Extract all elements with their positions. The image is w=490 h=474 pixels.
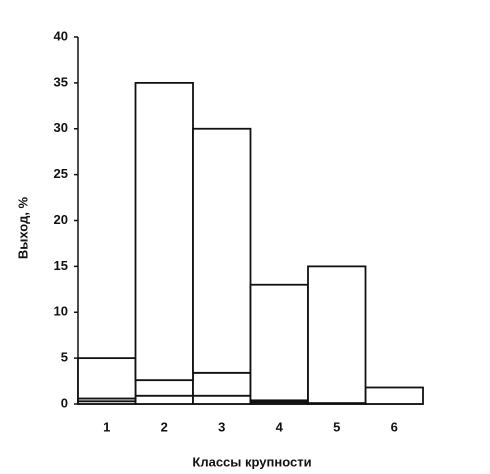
x-axis-label: Классы крупности: [192, 454, 311, 469]
x-tick-label: 5: [333, 419, 340, 434]
y-tick-label: 40: [54, 28, 68, 43]
bar-segment: [192, 371, 252, 397]
y-tick-label: 0: [61, 395, 68, 410]
x-tick-label: 6: [391, 419, 398, 434]
x-tick-label: 1: [103, 419, 110, 434]
bar-segment: [77, 357, 137, 400]
y-tick-label: 5: [61, 350, 68, 365]
y-tick-label: 10: [54, 304, 68, 319]
bar-segment: [134, 81, 194, 382]
y-tick-label: 30: [54, 120, 68, 135]
bar-segment: [364, 386, 424, 405]
y-axis-label: Выход, %: [15, 196, 30, 259]
bar-segment: [134, 379, 194, 397]
y-tick-label: 20: [54, 212, 68, 227]
bar-segment: [307, 265, 367, 404]
x-tick-label: 4: [276, 419, 284, 434]
y-tick-label: 15: [54, 258, 68, 273]
bar-segment: [192, 127, 252, 374]
x-tick-label: 2: [161, 419, 168, 434]
y-tick-label: 35: [54, 74, 68, 89]
y-tick-label: 25: [54, 166, 68, 181]
bar-segment: [134, 394, 194, 405]
bar-segment: [192, 394, 252, 405]
x-tick-label: 3: [218, 419, 225, 434]
bar-segment: [249, 283, 309, 402]
